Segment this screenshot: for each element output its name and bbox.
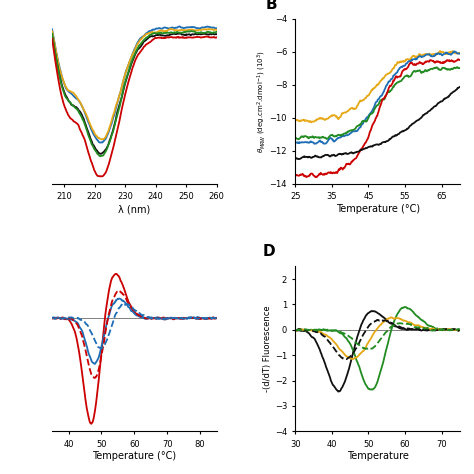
X-axis label: λ (nm): λ (nm) [118, 204, 150, 214]
Text: D: D [263, 245, 275, 259]
X-axis label: Temperature: Temperature [346, 451, 409, 462]
Y-axis label: -(d/dT) Fluorescence: -(d/dT) Fluorescence [263, 306, 272, 392]
X-axis label: Temperature (°C): Temperature (°C) [92, 451, 176, 462]
X-axis label: Temperature (°C): Temperature (°C) [336, 204, 419, 214]
Y-axis label: $\theta_{MRW}$ (deg.cm$^2$.dmol$^{-1}$) (10$^3$): $\theta_{MRW}$ (deg.cm$^2$.dmol$^{-1}$) … [256, 50, 268, 153]
Text: B: B [266, 0, 277, 12]
